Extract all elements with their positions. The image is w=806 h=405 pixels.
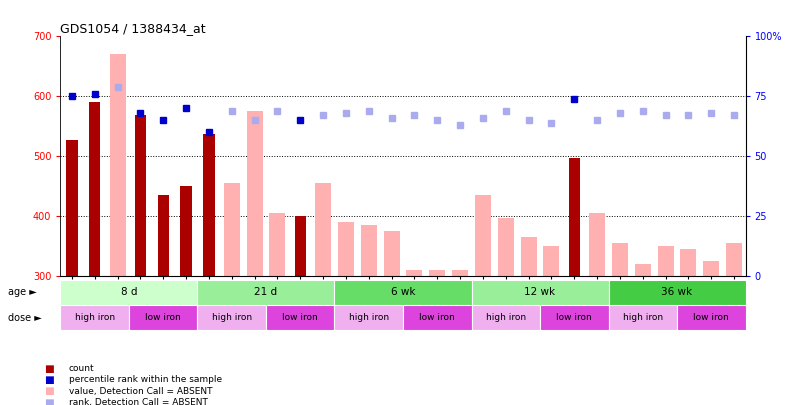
Text: 6 wk: 6 wk: [391, 288, 415, 297]
Bar: [334, 280, 472, 305]
Bar: [472, 305, 540, 330]
Text: high iron: high iron: [75, 313, 114, 322]
Bar: [224, 183, 239, 276]
Bar: [704, 261, 719, 276]
Text: ■: ■: [44, 364, 54, 373]
Bar: [269, 213, 285, 276]
Bar: [452, 270, 468, 276]
Bar: [677, 305, 746, 330]
Bar: [294, 216, 306, 276]
Text: low iron: low iron: [145, 313, 181, 322]
Bar: [680, 249, 696, 276]
Bar: [334, 305, 403, 330]
Bar: [568, 158, 580, 276]
Text: rank, Detection Call = ABSENT: rank, Detection Call = ABSENT: [69, 398, 207, 405]
Text: high iron: high iron: [212, 313, 251, 322]
Bar: [540, 305, 609, 330]
Bar: [589, 213, 605, 276]
Text: low iron: low iron: [693, 313, 729, 322]
Text: ■: ■: [44, 375, 54, 385]
Bar: [521, 237, 537, 276]
Bar: [498, 218, 513, 276]
Text: age ►: age ►: [8, 288, 37, 297]
Text: ■: ■: [44, 398, 54, 405]
Text: high iron: high iron: [349, 313, 388, 322]
Text: low iron: low iron: [282, 313, 318, 322]
Bar: [135, 115, 146, 276]
Bar: [266, 305, 334, 330]
Bar: [612, 243, 628, 276]
Bar: [658, 246, 674, 276]
Bar: [430, 270, 445, 276]
Bar: [247, 111, 263, 276]
Bar: [60, 280, 197, 305]
Text: 8 d: 8 d: [121, 288, 137, 297]
Bar: [475, 195, 491, 276]
Text: count: count: [69, 364, 94, 373]
Bar: [609, 280, 746, 305]
Bar: [406, 270, 422, 276]
Bar: [609, 305, 677, 330]
Bar: [203, 134, 214, 276]
Bar: [157, 195, 169, 276]
Text: high iron: high iron: [623, 313, 663, 322]
Bar: [635, 264, 650, 276]
Text: 12 wk: 12 wk: [525, 288, 555, 297]
Text: 36 wk: 36 wk: [662, 288, 692, 297]
Bar: [361, 225, 376, 276]
Bar: [60, 305, 129, 330]
Text: GDS1054 / 1388434_at: GDS1054 / 1388434_at: [60, 22, 206, 35]
Bar: [543, 246, 559, 276]
Bar: [315, 183, 331, 276]
Text: ■: ■: [44, 386, 54, 396]
Bar: [338, 222, 354, 276]
Text: low iron: low iron: [556, 313, 592, 322]
Bar: [384, 231, 400, 276]
Bar: [197, 305, 266, 330]
Text: low iron: low iron: [419, 313, 455, 322]
Text: value, Detection Call = ABSENT: value, Detection Call = ABSENT: [69, 387, 212, 396]
Text: percentile rank within the sample: percentile rank within the sample: [69, 375, 222, 384]
Bar: [472, 280, 609, 305]
Bar: [129, 305, 197, 330]
Bar: [89, 102, 101, 276]
Bar: [403, 305, 472, 330]
Bar: [110, 54, 126, 276]
Bar: [726, 243, 742, 276]
Text: dose ►: dose ►: [8, 313, 42, 322]
Bar: [197, 280, 334, 305]
Bar: [181, 186, 192, 276]
Text: 21 d: 21 d: [255, 288, 277, 297]
Bar: [66, 140, 77, 276]
Text: high iron: high iron: [486, 313, 526, 322]
